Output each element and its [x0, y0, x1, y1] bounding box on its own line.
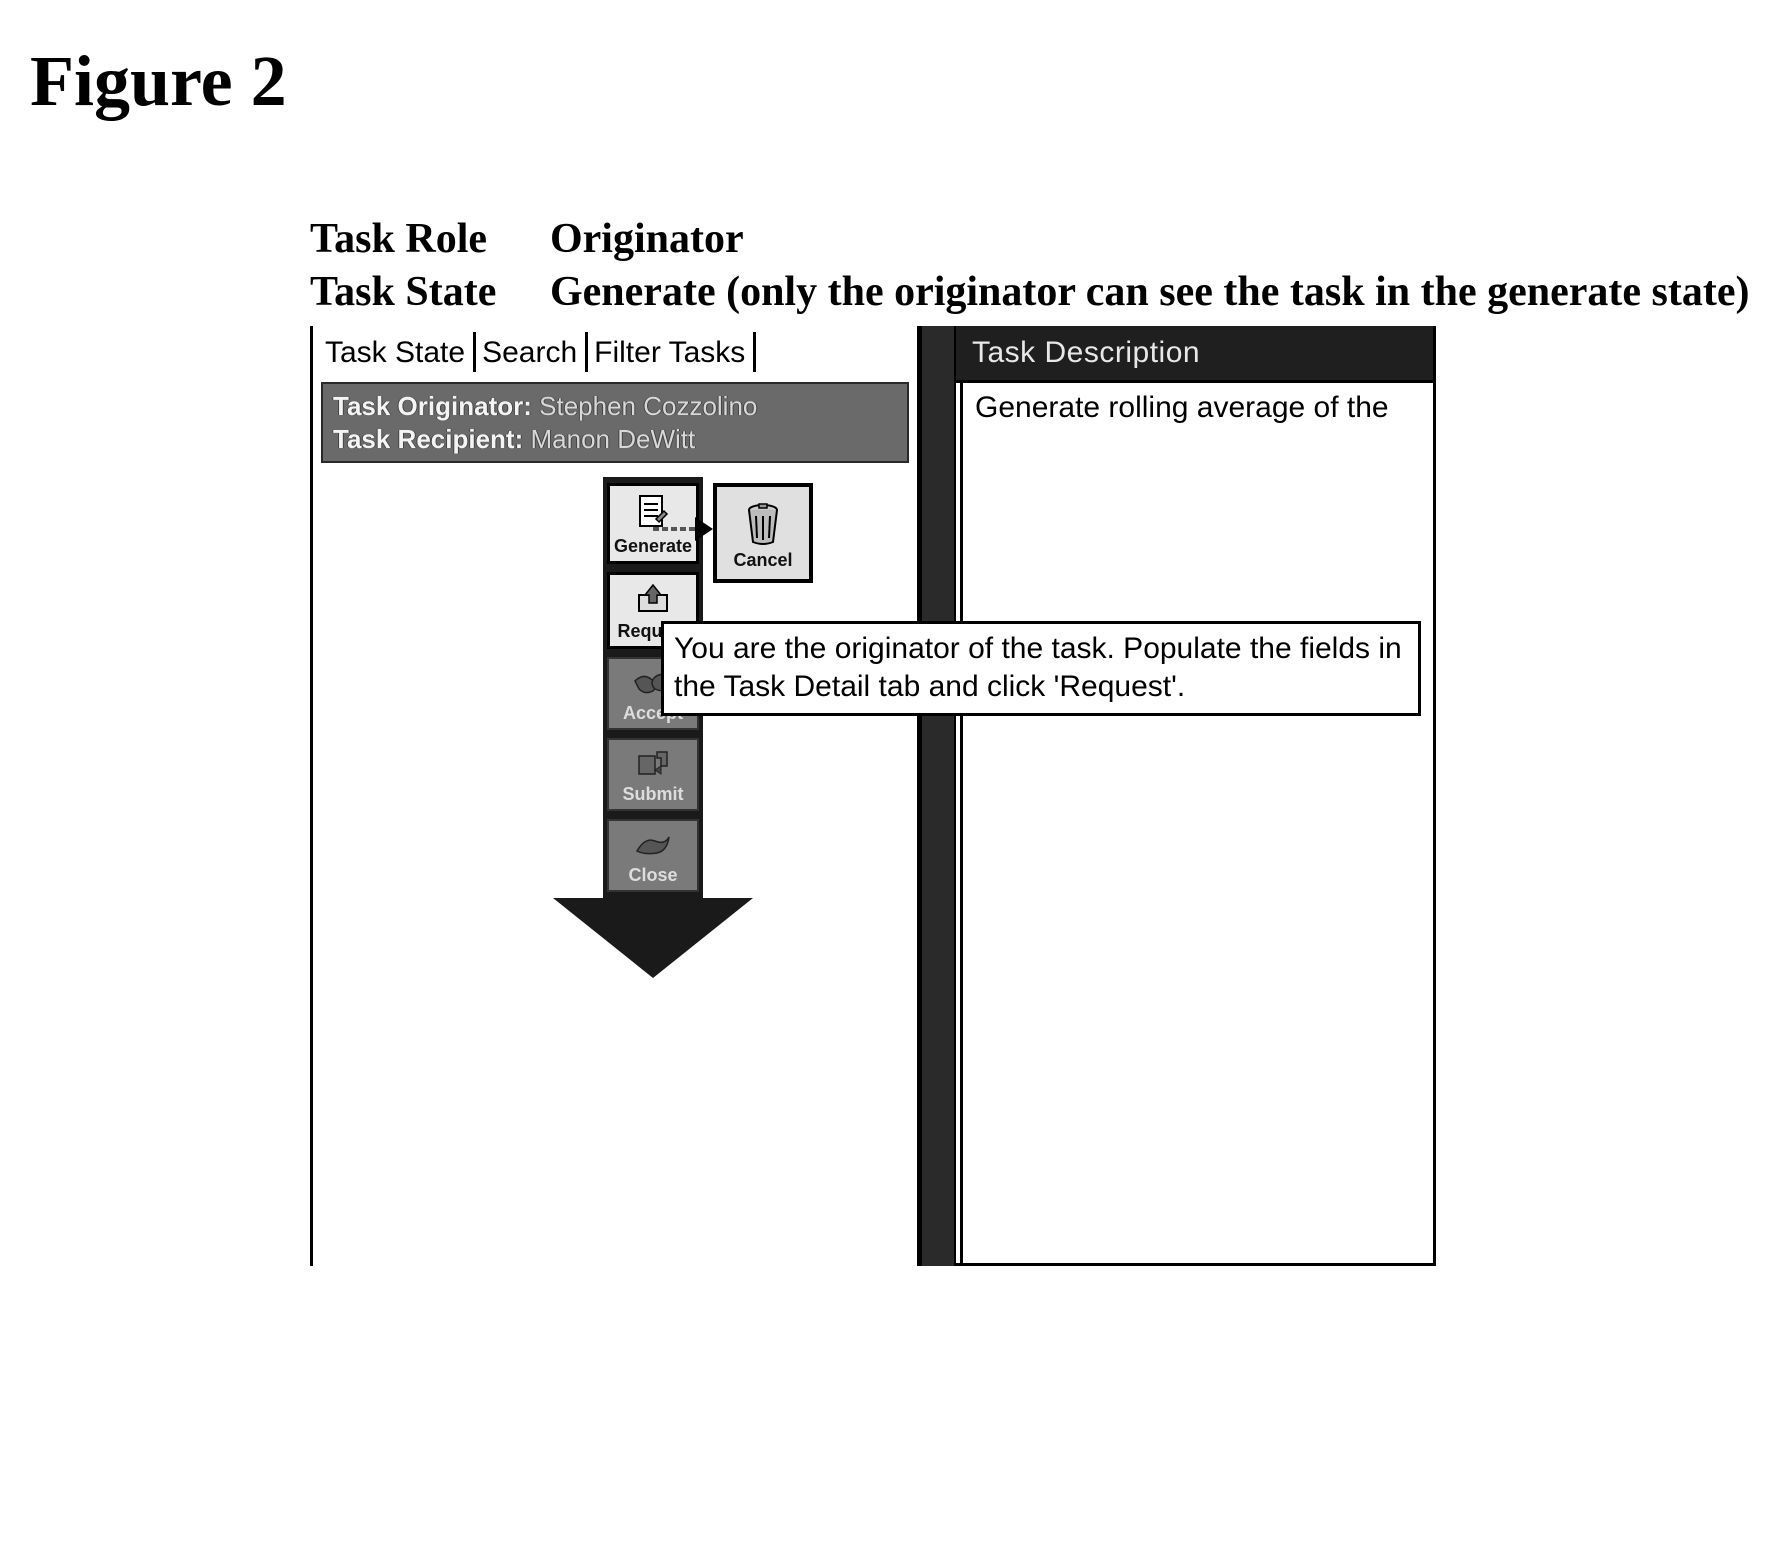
left-panel: Task State Search Filter Tasks Task Orig… [310, 326, 920, 1266]
state-cancel-label: Cancel [733, 550, 792, 571]
recipient-value: Manon DeWitt [530, 424, 695, 454]
workflow-arrow-head [553, 898, 753, 978]
task-role-value: Originator [550, 213, 1760, 266]
diagram: Task State Search Filter Tasks Task Orig… [310, 326, 1760, 1266]
task-role-label: Task Role [310, 213, 550, 266]
state-submit[interactable]: Submit [607, 738, 699, 811]
task-state-label: Task State [310, 266, 550, 319]
trash-icon [741, 500, 785, 548]
panel-divider [920, 326, 956, 1266]
state-cancel[interactable]: Cancel [713, 483, 813, 583]
recipient-label: Task Recipient: [333, 424, 523, 454]
instruction-tooltip: You are the originator of the task. Popu… [661, 621, 1421, 716]
task-people-bar: Task Originator: Stephen Cozzolino Task … [321, 382, 909, 463]
right-panel: Task Description Generate rolling averag… [956, 326, 1436, 1266]
originator-value: Stephen Cozzolino [539, 391, 757, 421]
task-state-value: Generate (only the originator can see th… [550, 266, 1760, 319]
tab-filter-tasks[interactable]: Filter Tasks [590, 332, 756, 372]
workflow-area: Generate Request A [321, 477, 909, 1256]
outbox-icon [633, 581, 673, 617]
state-submit-label: Submit [623, 784, 684, 805]
submit-icon [633, 746, 673, 780]
figure-title: Figure 2 [30, 40, 1760, 123]
close-task-icon [631, 827, 675, 861]
tab-search[interactable]: Search [478, 332, 588, 372]
task-description-body[interactable]: Generate rolling average of the [960, 383, 1433, 1263]
state-close[interactable]: Close [607, 819, 699, 892]
meta-block: Task Role Originator Task State Generate… [310, 213, 1760, 318]
tab-task-state[interactable]: Task State [321, 332, 476, 372]
originator-label: Task Originator: [333, 391, 532, 421]
generate-to-cancel-arrow [653, 515, 713, 543]
state-close-label: Close [628, 865, 677, 886]
left-tabs: Task State Search Filter Tasks [321, 332, 909, 372]
task-description-tab[interactable]: Task Description [956, 326, 1433, 383]
